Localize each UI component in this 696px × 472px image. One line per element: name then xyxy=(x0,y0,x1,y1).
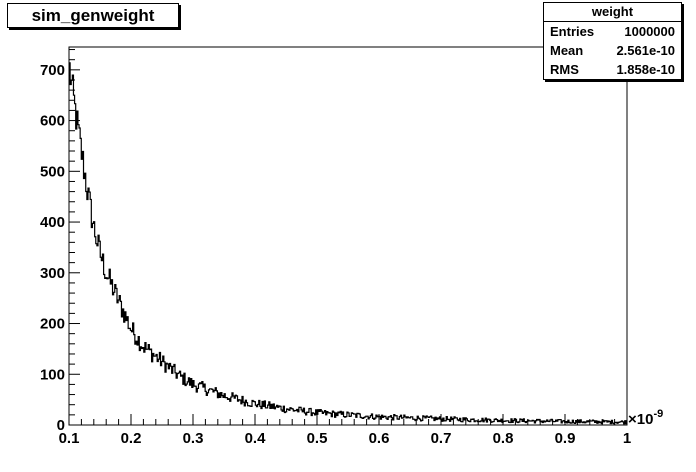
stats-title: weight xyxy=(544,3,681,22)
x-multiplier-exponent: -9 xyxy=(653,408,663,420)
stats-label: Mean xyxy=(550,43,584,58)
x-tick-label: 0.2 xyxy=(121,430,142,447)
x-tick-label: 0.3 xyxy=(183,430,204,447)
stats-row-mean: Mean 2.561e-10 xyxy=(544,41,681,60)
x-multiplier-label: ×10-9 xyxy=(628,408,663,428)
histogram-title: sim_genweight xyxy=(7,3,179,28)
stats-value: 1000000 xyxy=(624,24,675,39)
stats-box: weight Entries 1000000 Mean 2.561e-10 RM… xyxy=(543,2,682,80)
plot-frame xyxy=(68,46,628,426)
stats-row-entries: Entries 1000000 xyxy=(544,22,681,41)
x-tick-label: 0.4 xyxy=(245,430,267,447)
y-tick-label: 300 xyxy=(40,265,65,282)
x-tick-label: 0.5 xyxy=(307,430,328,447)
x-tick-label: 0.9 xyxy=(555,430,576,447)
stats-label: RMS xyxy=(550,62,579,77)
x-tick-label: 0.6 xyxy=(369,430,390,447)
x-tick-label: 0.7 xyxy=(431,430,452,447)
x-tick-label: 0.8 xyxy=(493,430,514,447)
stats-value: 2.561e-10 xyxy=(616,43,675,58)
stats-value: 1.858e-10 xyxy=(616,62,675,77)
x-tick-label: 1 xyxy=(623,430,631,447)
y-tick-label: 400 xyxy=(40,214,65,231)
x-tick-label: 0.1 xyxy=(59,430,80,447)
stats-row-rms: RMS 1.858e-10 xyxy=(544,60,681,79)
y-tick-label: 700 xyxy=(40,62,65,79)
stats-label: Entries xyxy=(550,24,595,39)
y-tick-label: 200 xyxy=(40,316,65,333)
y-tick-label: 100 xyxy=(40,366,65,383)
y-tick-label: 600 xyxy=(40,113,65,130)
y-tick-label: 500 xyxy=(40,163,65,180)
x-multiplier-base: ×10 xyxy=(628,411,653,428)
histogram-series xyxy=(69,62,627,425)
y-tick-label: 0 xyxy=(57,417,65,434)
